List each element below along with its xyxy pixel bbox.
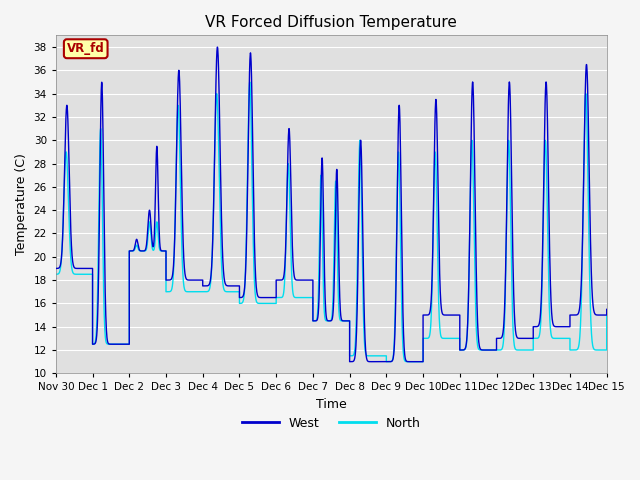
Legend: West, North: West, North xyxy=(237,412,426,435)
Y-axis label: Temperature (C): Temperature (C) xyxy=(15,154,28,255)
Title: VR Forced Diffusion Temperature: VR Forced Diffusion Temperature xyxy=(205,15,457,30)
Text: VR_fd: VR_fd xyxy=(67,42,104,55)
X-axis label: Time: Time xyxy=(316,398,347,411)
